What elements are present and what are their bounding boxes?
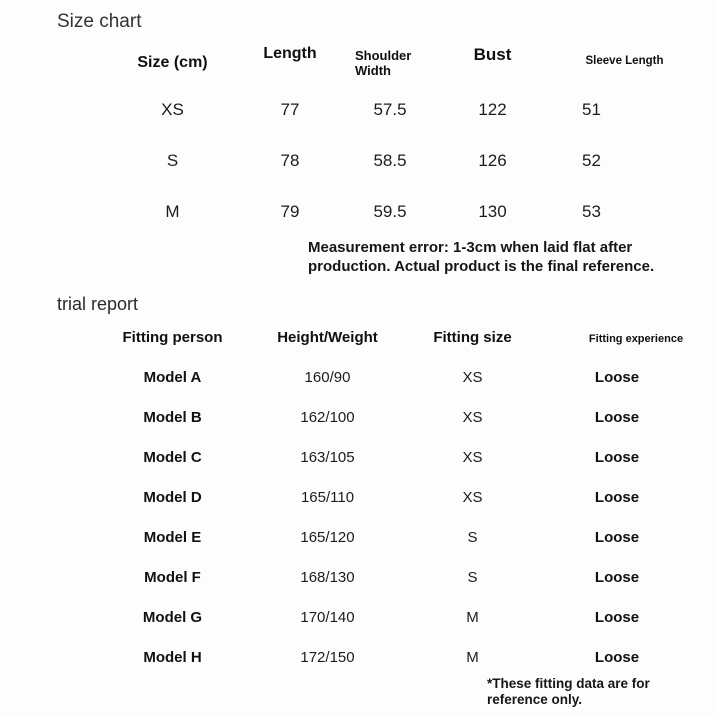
size-chart-table: Size (cm) Length Shoulder Width Bust Sle…	[95, 32, 690, 237]
size-cell: M	[165, 201, 180, 221]
size-row: XS 77 57.5 122 51	[95, 84, 690, 135]
fitting-row: Model A 160/90 XS Loose	[95, 357, 710, 397]
fitting-size-cell: XS	[462, 488, 483, 506]
bust-cell: 126	[478, 150, 507, 170]
size-cell: XS	[161, 99, 184, 119]
trial-report-header-row: Fitting person Height/Weight Fitting siz…	[95, 317, 710, 357]
bust-cell: 130	[478, 201, 507, 221]
col-header-size: Size (cm)	[95, 32, 250, 84]
length-cell: 79	[280, 201, 300, 221]
fitting-person-cell: Model H	[143, 648, 202, 666]
fitting-row: Model D 165/110 XS Loose	[95, 477, 710, 517]
col-header-sleeve-length-label: Sleeve Length	[585, 55, 664, 67]
trial-report-title: trial report	[57, 294, 139, 314]
trial-report-table: Fitting person Height/Weight Fitting siz…	[95, 317, 710, 677]
height-weight-cell: 170/140	[300, 608, 355, 626]
footnote-line: reference only.	[487, 692, 583, 707]
height-weight-cell: 160/90	[304, 368, 351, 386]
fitting-experience-cell: Loose	[594, 488, 640, 506]
fitting-row: Model C 163/105 XS Loose	[95, 437, 710, 477]
col-header-fitting-experience: Fitting experience	[540, 317, 710, 357]
fitting-person-cell: Model E	[143, 528, 202, 546]
fitting-row: Model G 170/140 M Loose	[95, 597, 710, 637]
fitting-person-cell: Model A	[143, 368, 202, 386]
size-cell: S	[166, 150, 179, 170]
measurement-note: Measurement error: 1-3cm when laid flat …	[308, 239, 654, 276]
col-header-bust: Bust	[450, 32, 535, 84]
fitting-person-cell: Model G	[142, 608, 203, 626]
fitting-size-cell: M	[466, 648, 479, 666]
height-weight-cell: 163/105	[300, 448, 355, 466]
height-weight-cell: 165/110	[300, 488, 355, 506]
fitting-experience-cell: Loose	[594, 568, 640, 586]
bust-cell: 122	[478, 99, 507, 119]
footnote-line: *These fitting data are for	[487, 676, 650, 691]
fitting-person-cell: Model F	[144, 568, 201, 586]
col-header-fitting-person: Fitting person	[122, 328, 223, 346]
sleeve-length-cell: 52	[582, 150, 601, 170]
col-header-sleeve-length: Sleeve Length	[535, 32, 690, 84]
sleeve-length-cell: 51	[582, 99, 601, 119]
sleeve-length-cell: 53	[582, 201, 601, 221]
fitting-row: Model E 165/120 S Loose	[95, 517, 710, 557]
fitting-size-cell: XS	[462, 448, 483, 466]
reference-footnote: *These fitting data are for reference on…	[487, 676, 650, 708]
fitting-experience-cell: Loose	[594, 648, 640, 666]
fitting-size-cell: XS	[462, 408, 483, 426]
fitting-size-cell: S	[467, 528, 478, 546]
length-cell: 78	[280, 150, 300, 170]
col-header-height-weight: Height/Weight	[277, 328, 378, 346]
note-line: production. Actual product is the final …	[308, 257, 655, 275]
col-header-shoulder-width-label: Shoulder Width	[355, 48, 412, 78]
note-line: Measurement error: 1-3cm when laid flat …	[308, 239, 633, 256]
fitting-experience-cell: Loose	[594, 408, 640, 426]
height-weight-cell: 168/130	[300, 568, 355, 586]
length-cell: 77	[280, 99, 300, 119]
fitting-row: Model H 172/150 M Loose	[95, 637, 710, 677]
fitting-person-cell: Model D	[143, 488, 202, 506]
fitting-experience-cell: Loose	[594, 448, 640, 466]
height-weight-cell: 165/120	[300, 528, 355, 546]
size-row: S 78 58.5 126 52	[95, 135, 690, 186]
col-header-length: Length	[250, 32, 330, 84]
col-header-size-label: Size (cm)	[137, 54, 208, 71]
shoulder-width-cell: 59.5	[373, 201, 407, 221]
fitting-person-cell: Model B	[143, 408, 202, 426]
fitting-experience-cell: Loose	[594, 528, 640, 546]
height-weight-cell: 172/150	[300, 648, 355, 666]
fitting-experience-cell: Loose	[594, 368, 640, 386]
fitting-experience-cell: Loose	[594, 608, 640, 626]
height-weight-cell: 162/100	[300, 408, 355, 426]
col-header-bust-label: Bust	[473, 45, 512, 64]
fitting-size-cell: XS	[462, 368, 483, 386]
col-header-fitting-experience-label: Fitting experience	[588, 332, 684, 345]
shoulder-width-cell: 58.5	[373, 150, 407, 170]
fitting-size-cell: M	[466, 608, 479, 626]
col-header-shoulder-width: Shoulder Width	[330, 32, 450, 84]
fitting-row: Model B 162/100 XS Loose	[95, 397, 710, 437]
col-header-length-label: Length	[263, 45, 317, 62]
fitting-size-cell: S	[467, 568, 478, 586]
size-row: M 79 59.5 130 53	[95, 186, 690, 237]
col-header-fitting-size: Fitting size	[433, 328, 512, 346]
fitting-row: Model F 168/130 S Loose	[95, 557, 710, 597]
shoulder-width-cell: 57.5	[373, 99, 407, 119]
size-chart-title: Size chart	[57, 11, 142, 32]
fitting-person-cell: Model C	[143, 448, 202, 466]
size-chart-header-row: Size (cm) Length Shoulder Width Bust Sle…	[95, 32, 690, 84]
